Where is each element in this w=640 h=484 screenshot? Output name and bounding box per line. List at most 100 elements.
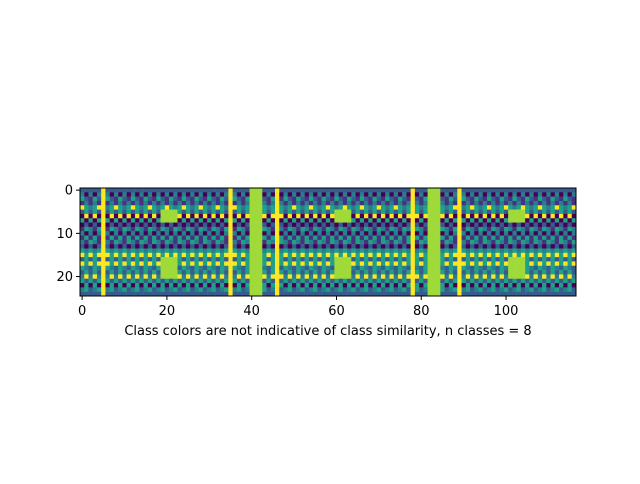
heatmap-cell — [279, 200, 284, 206]
heatmap-cell — [368, 209, 373, 215]
heatmap-cell — [427, 270, 433, 275]
heatmap-cell — [139, 205, 144, 210]
heatmap-cell — [542, 192, 547, 197]
heatmap-cell — [499, 261, 505, 267]
heatmap-cell — [512, 226, 517, 232]
heatmap-cell — [563, 188, 568, 193]
heatmap-cell — [215, 205, 221, 210]
heatmap-cell — [448, 278, 454, 284]
heatmap-cell — [270, 287, 276, 292]
heatmap-cell — [478, 218, 483, 223]
heatmap-cell — [571, 257, 577, 262]
heatmap-cell — [453, 213, 458, 219]
heatmap-cell — [245, 231, 250, 236]
heatmap-cell — [105, 248, 110, 254]
heatmap-cell — [232, 196, 238, 202]
heatmap-cell — [567, 270, 573, 275]
heatmap-cell — [88, 248, 93, 254]
heatmap-cell — [389, 261, 394, 267]
heatmap-cell — [211, 278, 216, 284]
heatmap-cell — [173, 222, 178, 228]
heatmap-cell — [291, 257, 297, 262]
heatmap-cell — [359, 287, 365, 292]
heatmap-cell — [211, 209, 216, 215]
heatmap-cell — [499, 283, 505, 288]
heatmap-cell — [253, 222, 259, 228]
heatmap-cell — [525, 222, 530, 228]
heatmap-cell — [190, 192, 195, 197]
heatmap-cell — [253, 192, 259, 197]
heatmap-cell — [270, 265, 276, 271]
heatmap-cell — [291, 244, 297, 249]
heatmap-cell — [419, 209, 424, 215]
heatmap-cell — [185, 283, 191, 288]
heatmap-cell — [512, 231, 517, 236]
heatmap-cell — [410, 291, 416, 297]
heatmap-cell — [194, 270, 199, 275]
heatmap-cell — [266, 291, 272, 297]
heatmap-cell — [368, 261, 373, 267]
heatmap-cell — [253, 278, 259, 284]
heatmap-cell — [533, 270, 539, 275]
heatmap-cell — [317, 291, 322, 297]
heatmap-cell — [495, 218, 500, 223]
heatmap-cell — [402, 265, 407, 271]
heatmap-cell — [169, 261, 174, 267]
heatmap-cell — [262, 257, 267, 262]
heatmap-cell — [258, 231, 263, 236]
heatmap-cell — [270, 248, 276, 254]
heatmap-cell — [228, 235, 233, 241]
heatmap-cell — [300, 252, 305, 258]
heatmap-cell — [84, 188, 89, 193]
heatmap-cell — [224, 287, 229, 292]
heatmap-cell — [215, 231, 221, 236]
heatmap-cell — [389, 235, 394, 241]
heatmap-cell — [181, 200, 187, 206]
heatmap-cell — [491, 213, 496, 219]
heatmap-cell — [542, 248, 547, 254]
heatmap-cell — [355, 287, 361, 292]
heatmap-cell — [347, 235, 352, 241]
heatmap-cell — [389, 205, 394, 210]
heatmap-cell — [304, 222, 310, 228]
heatmap-cell — [508, 192, 513, 197]
heatmap-cell — [364, 287, 369, 292]
heatmap-cell — [105, 291, 110, 297]
heatmap-cell — [486, 231, 492, 236]
heatmap-cell — [207, 252, 212, 258]
heatmap-cell — [300, 235, 305, 241]
heatmap-cell — [351, 196, 356, 202]
heatmap-cell — [219, 200, 225, 206]
heatmap-cell — [194, 205, 199, 210]
heatmap-cell — [520, 226, 526, 232]
heatmap-cell — [219, 274, 225, 279]
heatmap-cell — [101, 188, 106, 193]
heatmap-cell — [542, 287, 547, 292]
heatmap-cell — [389, 270, 394, 275]
heatmap-cell — [296, 261, 301, 267]
heatmap-cell — [465, 188, 471, 193]
heatmap-cell — [351, 287, 356, 292]
heatmap-cell — [313, 231, 318, 236]
heatmap-cell — [241, 244, 246, 249]
heatmap-cell — [270, 278, 276, 284]
heatmap-cell — [491, 278, 496, 284]
heatmap-cell — [113, 248, 119, 254]
heatmap-cell — [508, 291, 513, 297]
heatmap-cell — [211, 205, 216, 210]
heatmap-cell — [520, 235, 526, 241]
heatmap-cell — [224, 270, 229, 275]
heatmap-cell — [143, 278, 149, 284]
heatmap-cell — [554, 218, 560, 223]
heatmap-cell — [410, 248, 416, 254]
heatmap-cell — [529, 244, 534, 249]
heatmap-cell — [537, 257, 543, 262]
heatmap-cell — [287, 218, 293, 223]
heatmap-cell — [525, 244, 530, 249]
heatmap-cell — [211, 200, 216, 206]
heatmap-cell — [143, 192, 149, 197]
heatmap-cell — [342, 291, 348, 297]
heatmap-cell — [185, 287, 191, 292]
heatmap-cell — [559, 196, 564, 202]
heatmap-cell — [173, 196, 178, 202]
